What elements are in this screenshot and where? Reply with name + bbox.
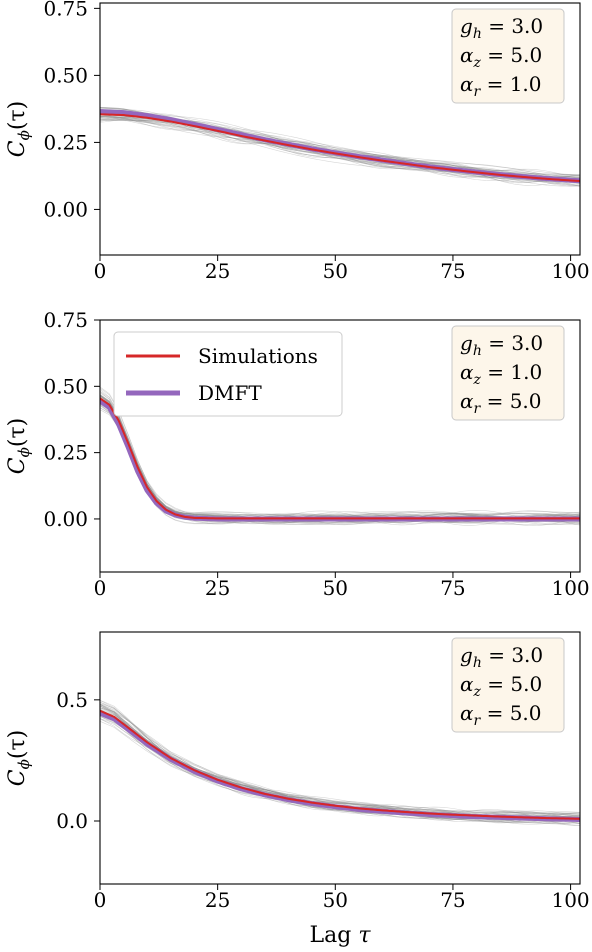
y-tick-label: 0.5 bbox=[56, 688, 88, 712]
x-tick-label: 75 bbox=[440, 259, 465, 283]
plot-area bbox=[100, 106, 580, 187]
x-tick-label: 50 bbox=[323, 888, 348, 912]
parameter-text: gh = 3.0 bbox=[460, 331, 543, 359]
x-tick-label: 25 bbox=[205, 888, 230, 912]
parameter-text: gh = 3.0 bbox=[460, 643, 543, 671]
grey-trace bbox=[100, 402, 580, 523]
chart-panel-3: 0 25 50 75 100 0.0 0.5 Cϕ(τ) gh = 3.0αz = 5.0αr … bbox=[5, 631, 590, 912]
grey-trace bbox=[100, 387, 580, 526]
grey-trace bbox=[100, 115, 580, 183]
x-axis-label: Lag τ bbox=[310, 923, 372, 948]
simulations-line-overlay bbox=[100, 710, 580, 820]
x-tick-label: 25 bbox=[205, 259, 230, 283]
y-tick-label: 0.0 bbox=[56, 809, 88, 833]
grey-trace bbox=[100, 114, 580, 183]
parameter-text: αz = 5.0 bbox=[460, 43, 542, 71]
grey-trace bbox=[100, 707, 580, 826]
x-tick-label: 25 bbox=[205, 576, 230, 600]
grey-trace bbox=[100, 705, 580, 819]
grey-trace bbox=[100, 714, 580, 817]
legend-entry: Simulations bbox=[198, 344, 318, 368]
grey-trace bbox=[100, 711, 580, 823]
grey-trace bbox=[100, 702, 580, 816]
parameter-box bbox=[451, 325, 565, 421]
x-tick-label: 100 bbox=[551, 259, 589, 283]
x-tick-label: 0 bbox=[94, 576, 107, 600]
parameter-text: αr = 5.0 bbox=[460, 701, 542, 729]
grey-trace bbox=[100, 115, 580, 183]
grey-trace bbox=[100, 407, 580, 523]
grey-trace bbox=[100, 401, 580, 525]
grey-trace bbox=[100, 403, 580, 524]
grey-trace bbox=[100, 407, 580, 522]
y-tick-label: 0.00 bbox=[43, 197, 88, 221]
grey-trace bbox=[100, 403, 580, 523]
grey-trace bbox=[100, 396, 580, 524]
parameter-text: αr = 5.0 bbox=[460, 389, 542, 417]
x-tick-label: 75 bbox=[440, 888, 465, 912]
y-tick-label: 0.25 bbox=[43, 130, 88, 154]
axes-frame bbox=[99, 319, 581, 573]
y-axis-label: Cϕ(τ) bbox=[5, 101, 33, 157]
axes-frame bbox=[99, 631, 581, 885]
parameter-box bbox=[451, 8, 565, 104]
parameter-text: αr = 1.0 bbox=[460, 72, 542, 100]
legend-entry: DMFT bbox=[198, 381, 262, 405]
y-axis-label: Cϕ(τ) bbox=[5, 418, 33, 474]
grey-trace bbox=[100, 398, 580, 524]
x-tick-label: 50 bbox=[323, 576, 348, 600]
grey-trace bbox=[100, 114, 580, 179]
grey-trace bbox=[100, 108, 580, 180]
x-tick-label: 75 bbox=[440, 576, 465, 600]
simulations-line-overlay bbox=[100, 397, 580, 520]
x-tick-label: 0 bbox=[94, 259, 107, 283]
x-tick-label: 100 bbox=[551, 888, 589, 912]
grey-trace bbox=[100, 715, 580, 822]
grey-trace bbox=[100, 409, 580, 526]
plot-area bbox=[100, 700, 580, 826]
x-tick-label: 50 bbox=[323, 259, 348, 283]
simulations-line-overlay bbox=[100, 113, 580, 182]
parameter-text: αz = 1.0 bbox=[460, 360, 542, 388]
y-axis-label: Cϕ(τ) bbox=[5, 730, 33, 786]
parameter-text: αz = 5.0 bbox=[460, 672, 542, 700]
x-tick-label: 100 bbox=[551, 576, 589, 600]
y-tick-label: 0.75 bbox=[43, 0, 88, 20]
grey-trace bbox=[100, 404, 580, 525]
axes-frame bbox=[99, 2, 581, 256]
parameter-text: gh = 3.0 bbox=[460, 14, 543, 42]
plot-area bbox=[100, 386, 580, 526]
x-tick-label: 0 bbox=[94, 888, 107, 912]
y-tick-label: 0.50 bbox=[43, 374, 88, 398]
y-tick-label: 0.00 bbox=[43, 507, 88, 531]
parameter-box bbox=[451, 637, 565, 733]
grey-trace bbox=[100, 113, 580, 182]
y-tick-label: 0.50 bbox=[43, 63, 88, 87]
y-tick-label: 0.25 bbox=[43, 441, 88, 465]
y-tick-label: 0.75 bbox=[43, 308, 88, 332]
grey-trace bbox=[100, 404, 580, 522]
